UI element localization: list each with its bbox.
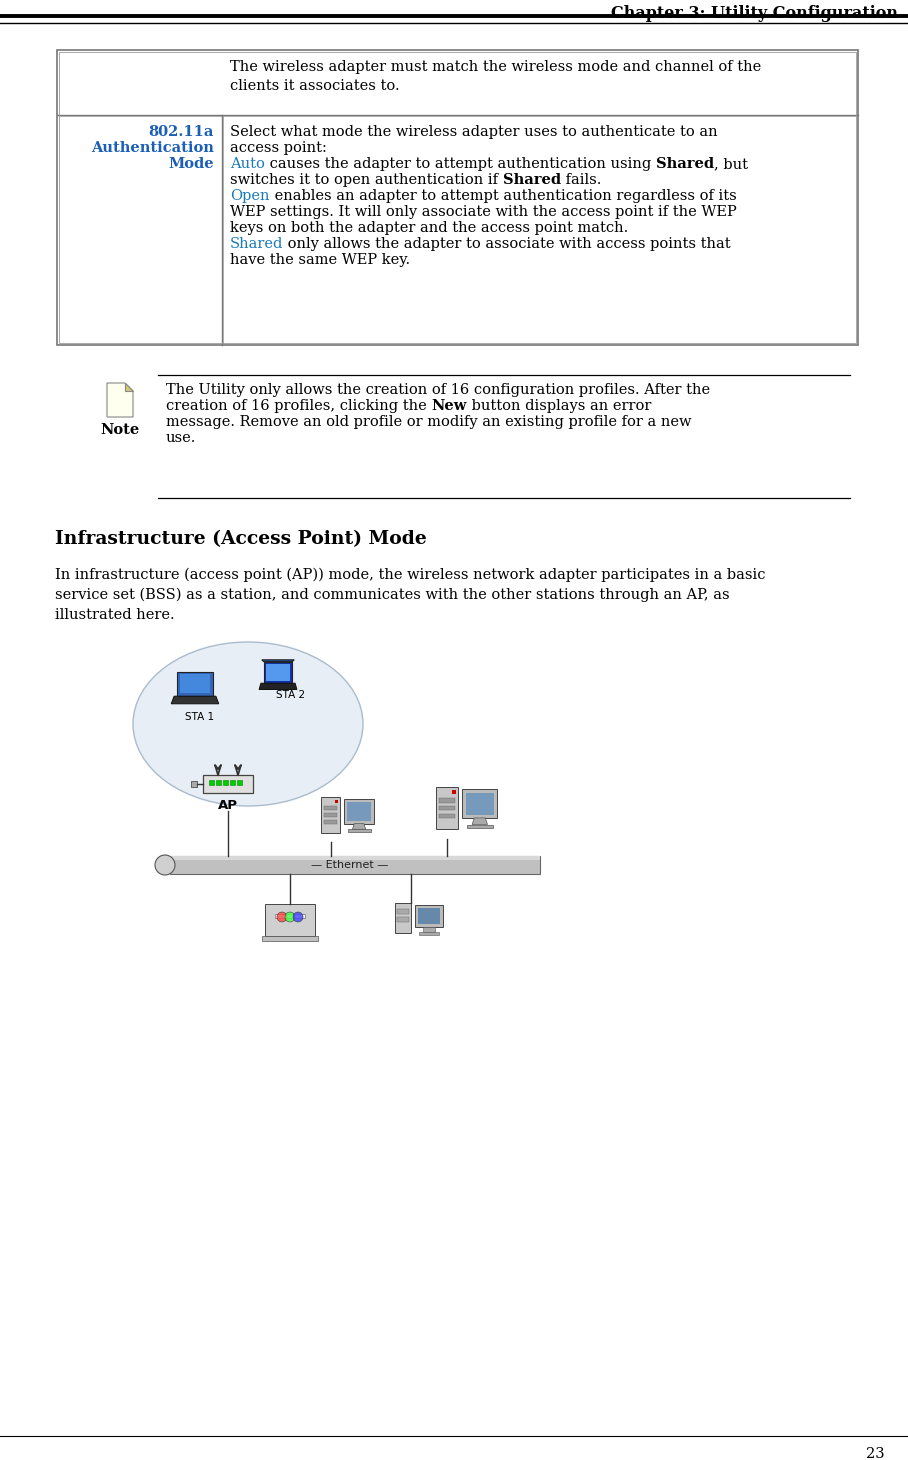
Bar [395, 902, 411, 933]
Bar [466, 793, 494, 815]
Text: Auto: Auto [230, 158, 265, 171]
Text: AP: AP [218, 799, 238, 812]
Polygon shape [352, 823, 366, 829]
Bar [397, 917, 409, 923]
Bar [170, 856, 540, 875]
Text: enables an adapter to attempt authentication regardless of its: enables an adapter to attempt authentica… [270, 188, 736, 203]
Bar [467, 825, 493, 828]
Text: Shared: Shared [503, 172, 561, 187]
Polygon shape [203, 775, 253, 793]
Bar [230, 780, 235, 785]
Bar [418, 908, 440, 924]
Bar [415, 905, 443, 927]
Text: Shared: Shared [656, 158, 714, 171]
Polygon shape [472, 818, 488, 825]
Bar [262, 936, 318, 942]
Text: Chapter 3: Utility Configuration: Chapter 3: Utility Configuration [611, 4, 898, 22]
Bar [452, 790, 456, 794]
Polygon shape [177, 672, 213, 696]
Polygon shape [107, 383, 133, 418]
Ellipse shape [133, 642, 363, 806]
Text: causes the adapter to attempt authentication using: causes the adapter to attempt authentica… [265, 158, 656, 171]
Text: Note: Note [101, 423, 140, 437]
Polygon shape [266, 664, 290, 680]
Bar [223, 780, 228, 785]
Bar [324, 806, 337, 810]
Text: In infrastructure (access point (AP)) mode, the wireless network adapter partici: In infrastructure (access point (AP)) mo… [55, 568, 765, 583]
Text: Mode: Mode [168, 158, 214, 171]
Text: 802.11a: 802.11a [149, 126, 214, 139]
Circle shape [285, 912, 295, 923]
Text: The Utility only allows the creation of 16 configuration profiles. After the: The Utility only allows the creation of … [166, 383, 710, 397]
Text: Open: Open [230, 188, 270, 203]
Bar [170, 856, 540, 860]
Text: have the same WEP key.: have the same WEP key. [230, 253, 410, 267]
Bar [397, 910, 409, 914]
Bar [419, 931, 439, 934]
Bar [423, 927, 435, 931]
Text: button displays an error: button displays an error [467, 399, 651, 413]
Circle shape [155, 856, 175, 875]
Polygon shape [259, 683, 297, 689]
Text: Infrastructure (Access Point) Mode: Infrastructure (Access Point) Mode [55, 530, 427, 548]
Text: keys on both the adapter and the access point match.: keys on both the adapter and the access … [230, 220, 628, 235]
Polygon shape [125, 383, 133, 391]
Text: WEP settings. It will only associate with the access point if the WEP: WEP settings. It will only associate wit… [230, 204, 736, 219]
Bar [191, 781, 197, 787]
Text: The wireless adapter must match the wireless mode and channel of the
clients it : The wireless adapter must match the wire… [230, 60, 761, 93]
Bar [324, 813, 337, 818]
Bar [324, 819, 337, 823]
Bar [209, 780, 214, 785]
Circle shape [277, 912, 287, 923]
Bar [237, 780, 242, 785]
Bar [265, 904, 315, 936]
Polygon shape [262, 660, 294, 661]
Text: fails.: fails. [561, 172, 601, 187]
Bar [439, 813, 455, 818]
Text: creation of 16 profiles, clicking the: creation of 16 profiles, clicking the [166, 399, 431, 413]
Bar [344, 799, 374, 823]
Polygon shape [180, 675, 210, 693]
Bar [439, 799, 455, 803]
Bar [436, 787, 458, 829]
Bar [439, 806, 455, 810]
Bar [321, 797, 340, 834]
Text: Shared: Shared [230, 237, 283, 251]
Bar [335, 800, 338, 803]
Text: 23: 23 [866, 1447, 885, 1460]
Text: illustrated here.: illustrated here. [55, 607, 174, 622]
Text: Authentication: Authentication [91, 142, 214, 155]
Text: service set (BSS) as a station, and communicates with the other stations through: service set (BSS) as a station, and comm… [55, 588, 730, 603]
Text: STA 2: STA 2 [276, 691, 305, 699]
Text: switches it to open authentication if: switches it to open authentication if [230, 172, 503, 187]
Bar [275, 914, 305, 918]
Text: message. Remove an old profile or modify an existing profile for a new: message. Remove an old profile or modify… [166, 415, 692, 429]
Polygon shape [172, 696, 219, 704]
Text: — Ethernet —: — Ethernet — [311, 860, 389, 870]
Text: STA 1: STA 1 [185, 712, 214, 723]
Text: access point:: access point: [230, 142, 327, 155]
Text: use.: use. [166, 431, 196, 445]
Bar [347, 802, 371, 821]
Text: New: New [431, 399, 467, 413]
Text: Select what mode the wireless adapter uses to authenticate to an: Select what mode the wireless adapter us… [230, 126, 717, 139]
Bar [462, 790, 498, 818]
Text: only allows the adapter to associate with access points that: only allows the adapter to associate wit… [283, 237, 731, 251]
Bar [348, 829, 370, 832]
Bar [216, 780, 221, 785]
Polygon shape [263, 661, 292, 683]
Text: , but: , but [714, 158, 748, 171]
Circle shape [293, 912, 303, 923]
